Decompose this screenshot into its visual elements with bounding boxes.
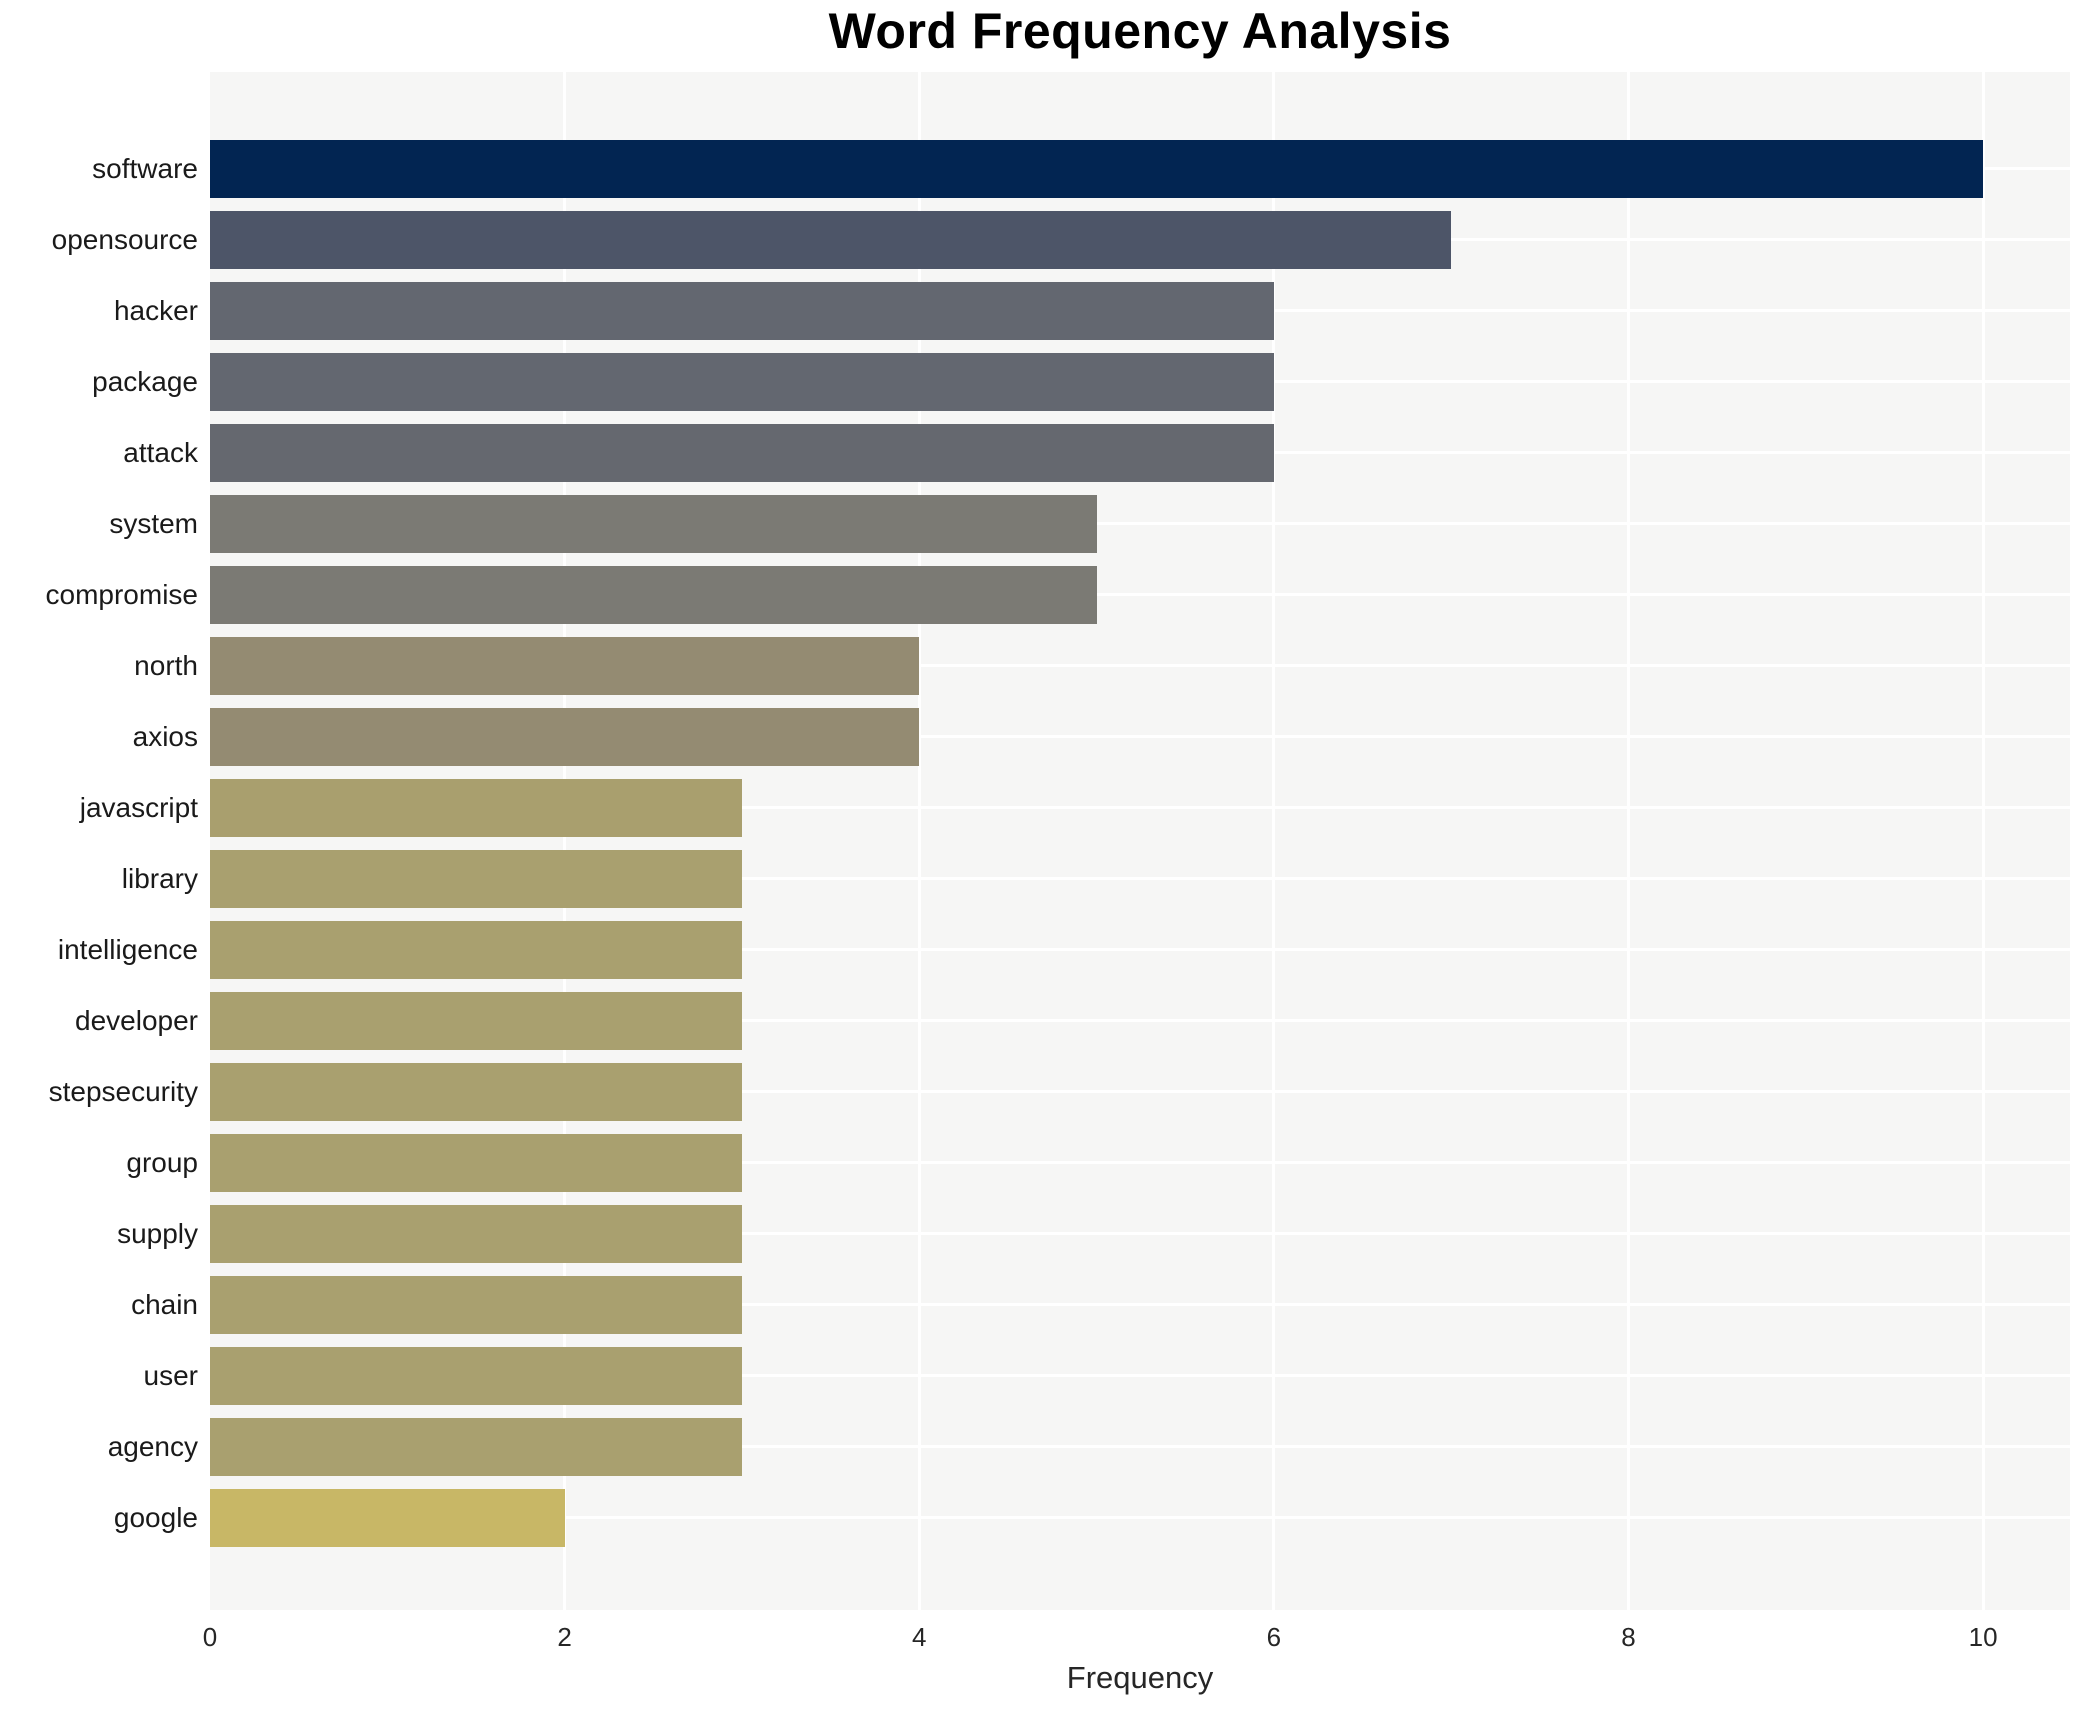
y-tick-label-compromise: compromise [45, 578, 198, 610]
x-tick-label-2: 2 [557, 1622, 572, 1652]
vertical-gridline [1981, 72, 1985, 1610]
bar-row-software [210, 139, 1984, 198]
bar-software [210, 139, 1984, 198]
horizontal-gridline [210, 1374, 2070, 1377]
vertical-gridline [1272, 72, 1276, 1610]
vertical-gridline [917, 72, 921, 1610]
x-tick-label-10: 10 [1968, 1622, 1998, 1652]
y-tick-label-library: library [121, 862, 198, 894]
y-tick-label-north: north [134, 649, 198, 681]
y-tick-label-supply: supply [117, 1217, 198, 1249]
bar-row-system [210, 494, 1097, 553]
x-tick-label-8: 8 [1621, 1622, 1636, 1652]
bar-row-google [210, 1488, 565, 1547]
horizontal-gridline [210, 1303, 2070, 1306]
horizontal-gridline [210, 593, 2070, 596]
bar-chain [210, 1275, 742, 1334]
y-tick-label-software: software [92, 152, 198, 184]
y-tick-label-chain: chain [131, 1288, 198, 1320]
y-tick-label-attack: attack [123, 436, 198, 468]
bar-javascript [210, 778, 742, 837]
plot-area [210, 72, 2070, 1610]
vertical-gridline [563, 72, 567, 1610]
y-tick-label-developer: developer [75, 1004, 198, 1036]
horizontal-gridline [210, 522, 2070, 525]
y-tick-label-stepsecurity: stepsecurity [48, 1075, 198, 1107]
bar-row-chain [210, 1275, 742, 1334]
horizontal-gridline [210, 664, 2070, 667]
y-tick-label-google: google [113, 1501, 198, 1533]
bar-row-agency [210, 1417, 742, 1476]
horizontal-gridline [210, 948, 2070, 951]
bar-row-library [210, 849, 742, 908]
y-tick-label-axios: axios [132, 720, 198, 752]
horizontal-gridline [210, 735, 2070, 738]
y-tick-label-intelligence: intelligence [57, 933, 198, 965]
horizontal-gridline [210, 1445, 2070, 1448]
y-tick-label-hacker: hacker [113, 294, 198, 326]
bar-intelligence [210, 920, 742, 979]
horizontal-gridline [210, 877, 2070, 880]
y-axis-labels: software opensource hacker package attack sys… [0, 72, 198, 1610]
bar-compromise [210, 565, 1097, 624]
y-tick-label-user: user [143, 1359, 198, 1391]
x-axis-ticks: 0 2 4 6 8 10 [203, 1622, 2070, 1662]
bar-agency [210, 1417, 742, 1476]
bar-supply [210, 1204, 742, 1263]
bar-google [210, 1488, 565, 1547]
x-tick-label-0: 0 [202, 1622, 218, 1652]
horizontal-gridline [210, 1161, 2070, 1164]
horizontal-gridline [210, 1019, 2070, 1022]
bar-system [210, 494, 1097, 553]
bar-row-group [210, 1133, 742, 1192]
bar-group [210, 1133, 742, 1192]
bar-stepsecurity [210, 1062, 742, 1121]
bar-row-hacker [210, 281, 1274, 340]
x-tick-label-6: 6 [1266, 1622, 1282, 1652]
y-tick-label-agency: agency [107, 1430, 198, 1462]
bar-axios [210, 707, 920, 766]
bar-row-axios [210, 707, 920, 766]
bar-row-north [210, 636, 920, 695]
bar-opensource [210, 210, 1452, 269]
bar-package [210, 352, 1274, 411]
bar-north [210, 636, 920, 695]
bar-row-intelligence [210, 920, 742, 979]
bar-row-user [210, 1346, 742, 1405]
y-tick-label-group: group [126, 1146, 198, 1178]
y-tick-label-javascript: javascript [79, 791, 198, 823]
bar-hacker [210, 281, 1274, 340]
horizontal-gridline [210, 1516, 2070, 1519]
horizontal-gridline [210, 1090, 2070, 1093]
bar-user [210, 1346, 742, 1405]
y-tick-label-system: system [109, 507, 198, 539]
bar-attack [210, 423, 1274, 482]
y-tick-label-package: package [92, 365, 198, 397]
bar-row-javascript [210, 778, 742, 837]
horizontal-gridline [210, 1232, 2070, 1235]
bar-row-supply [210, 1204, 742, 1263]
x-axis-title: Frequency [1066, 1660, 1214, 1695]
bar-row-package [210, 352, 1274, 411]
y-tick-label-opensource: opensource [51, 223, 198, 255]
bar-row-attack [210, 423, 1274, 482]
bar-row-stepsecurity [210, 1062, 742, 1121]
bar-library [210, 849, 742, 908]
x-tick-label-4: 4 [912, 1622, 927, 1652]
vertical-gridline [1626, 72, 1630, 1610]
bar-row-developer [210, 991, 742, 1050]
bar-row-compromise [210, 565, 1097, 624]
bar-developer [210, 991, 742, 1050]
horizontal-gridline [210, 806, 2070, 809]
bar-row-opensource [210, 210, 1452, 269]
chart-title: Word Frequency Analysis [828, 3, 1452, 59]
